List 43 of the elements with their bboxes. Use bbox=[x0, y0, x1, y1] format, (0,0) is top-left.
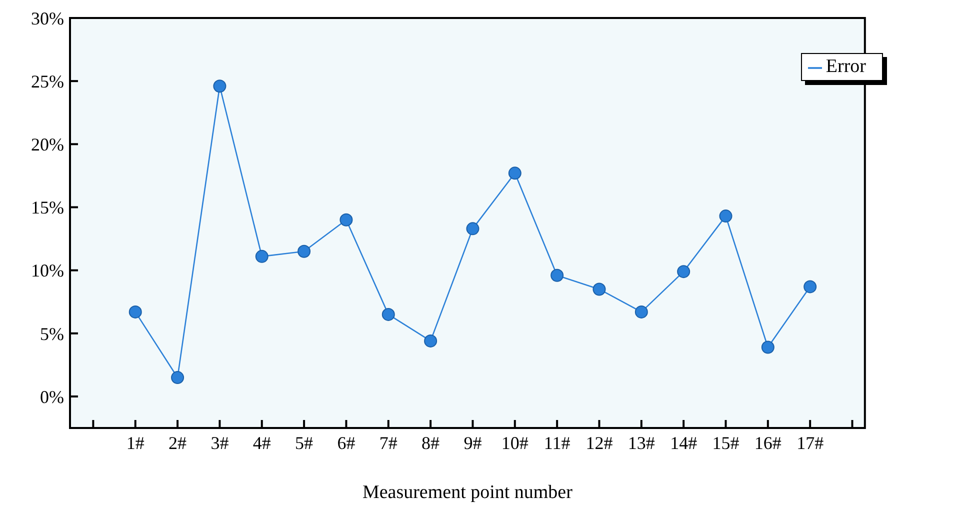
point bbox=[128, 305, 142, 318]
y-tick-label: 10% bbox=[31, 260, 64, 281]
x-tick-label: 16# bbox=[754, 432, 782, 453]
x-tick-label: 9# bbox=[464, 432, 482, 453]
point bbox=[761, 340, 774, 354]
y-tick-label: 30% bbox=[31, 8, 64, 28]
x-tick-label: 2# bbox=[168, 432, 187, 453]
x-tick-label: 12# bbox=[586, 432, 613, 453]
x-tick-label: 6# bbox=[337, 432, 356, 453]
y-tick-label: 15% bbox=[31, 198, 64, 218]
point bbox=[255, 250, 268, 263]
point bbox=[466, 222, 480, 236]
point bbox=[382, 308, 395, 321]
x-tick-label: 13# bbox=[628, 432, 655, 453]
point bbox=[592, 282, 606, 296]
point bbox=[719, 210, 732, 223]
x-tick-label: 5# bbox=[295, 432, 314, 453]
x-tick-label: 4# bbox=[252, 432, 271, 453]
x-tick-label: 17# bbox=[796, 432, 824, 453]
x-tick-label: 8# bbox=[422, 432, 440, 453]
y-tick-label: 20% bbox=[31, 134, 64, 155]
y-tick-label: 25% bbox=[31, 71, 64, 92]
point bbox=[508, 166, 522, 180]
x-tick-label: 7# bbox=[379, 432, 398, 453]
x-tick-label: 10# bbox=[501, 432, 528, 453]
legend-label: Error bbox=[826, 56, 866, 77]
point bbox=[424, 334, 438, 348]
x-tick-label: 15# bbox=[712, 432, 740, 453]
y-tick-label: 5% bbox=[40, 324, 64, 344]
x-axis-title: Measurement point number bbox=[362, 482, 574, 503]
x-tick-label: 14# bbox=[670, 432, 698, 453]
point bbox=[550, 268, 564, 282]
x-tick-label: 3# bbox=[210, 432, 229, 453]
y-tick-label: 0% bbox=[40, 386, 64, 407]
x-tick-label: 1# bbox=[126, 432, 144, 453]
x-tick-label: 11# bbox=[544, 432, 570, 453]
point bbox=[298, 244, 311, 258]
point bbox=[171, 371, 184, 384]
point bbox=[213, 80, 226, 93]
point bbox=[634, 305, 648, 318]
point bbox=[340, 213, 353, 226]
point bbox=[804, 280, 817, 294]
point bbox=[677, 265, 690, 278]
